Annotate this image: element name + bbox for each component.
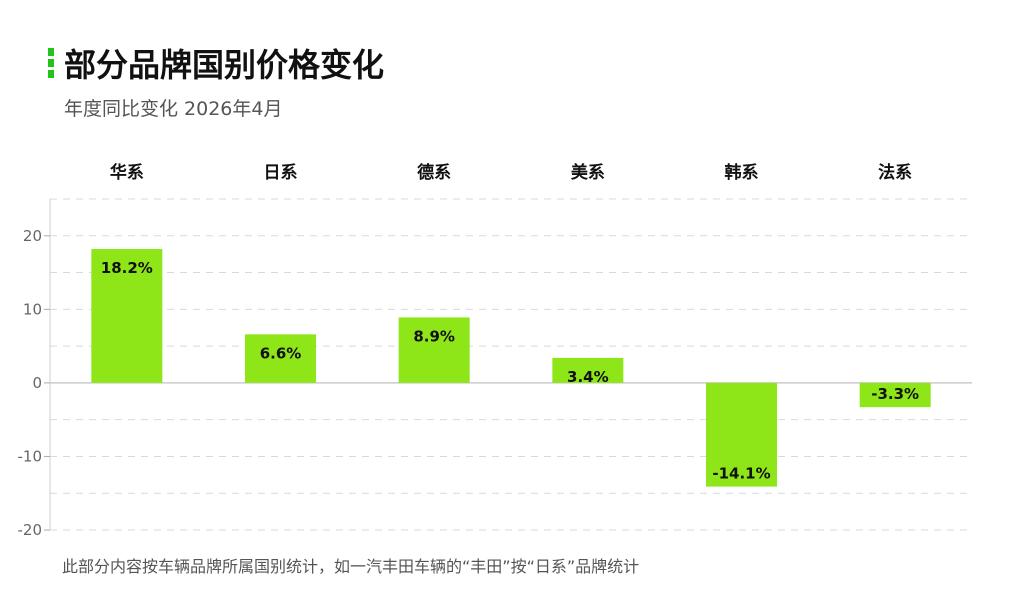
title-block: 部分品牌国别价格变化 [48,40,384,86]
chart-title: 部分品牌国别价格变化 [64,46,385,84]
bar [859,382,931,408]
y-tick-label: -20 [18,521,43,539]
y-tick-label: 0 [32,374,42,392]
bar-value-label: 6.6% [260,344,302,362]
bar-value-label: 18.2% [101,259,153,277]
category-label: 法系 [878,162,912,183]
title-accent-icon [48,48,54,78]
bar [706,382,777,487]
bar [552,357,624,383]
bar-value-label: 3.4% [567,368,609,386]
bar-value-label: -3.3% [871,385,919,403]
category-label: 华系 [110,162,144,183]
category-label: 韩系 [725,162,759,183]
y-tick-label: 10 [23,300,42,318]
bar [91,249,163,383]
y-tick-label: -10 [18,447,43,465]
category-label: 美系 [571,162,605,183]
chart-footnote: 此部分内容按车辆品牌所属国别统计，如一汽丰田车辆的“丰田”按“日系”品牌统计 [62,557,640,576]
bar-value-label: 8.9% [413,327,455,345]
bar [245,334,316,383]
bar-value-label: -14.1% [712,465,770,483]
category-label: 德系 [417,162,451,183]
chart-subtitle: 年度同比变化 2026年4月 [64,98,283,120]
category-label: 日系 [264,163,298,183]
bar [398,317,470,383]
y-tick-label: 20 [23,227,42,245]
